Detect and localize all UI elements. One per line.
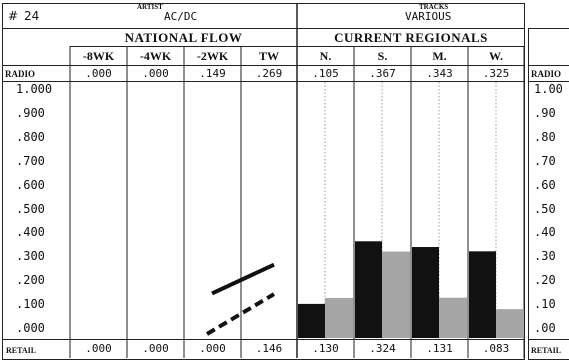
header-divider [2,28,524,29]
radio-flow-line [211,262,275,296]
y-tick-label: .600 [16,177,45,192]
col-header-midwest: M. [432,49,447,63]
col-header-north: N. [319,49,332,63]
adjacent-colheader-divider [528,65,569,66]
retail-bar-midwest [439,297,467,338]
radio-value-8wk: .000 [85,67,112,80]
adjacent-y-tick-label: .90 [534,105,556,120]
y-tick-label: .300 [16,249,45,264]
radio-value-midwest: .343 [426,67,453,80]
y-tick-label: .900 [16,105,45,120]
retail-value-8wk: .000 [85,342,112,355]
y-tick-label: .700 [16,153,45,168]
adjacent-y-tick-label: .20 [534,273,556,288]
radio-bar-west [469,251,496,338]
adjacent-retail-label: RETAIL [531,346,562,355]
radio-bar-south [355,241,382,338]
adjacent-y-tick-label: .70 [534,153,556,168]
adjacent-retail-divider [528,339,569,340]
hash-symbol: # [8,9,19,23]
radio-value-tw: .269 [255,67,283,80]
adjacent-y-tick-label: .60 [534,177,556,192]
retail-value-2wk: .000 [199,342,226,355]
retail-flow-line [205,292,276,336]
radio-value-north: .105 [312,67,339,80]
radio-value-2wk: .149 [199,67,226,80]
y-tick-label: 1.000 [16,82,53,96]
col-header-west: W. [489,49,503,63]
radio-value-4wk: .000 [142,67,169,80]
y-tick-label: .000 [16,321,45,335]
retail-value-south: .324 [369,342,396,355]
adjacent-y-tick-label: .30 [534,249,556,264]
retail-bar-south [382,251,410,338]
y-tick-label: .800 [16,129,45,144]
col-header-south: S. [377,49,388,63]
radio-row-label: RADIO [5,69,36,79]
colheader-divider [2,65,524,66]
retail-row-divider [2,339,524,340]
y-tick-label: .100 [16,297,45,312]
col-header-8wk: -8WK [82,49,115,63]
adjacent-y-tick-label: .80 [534,129,556,144]
adjacent-chart-frame [528,28,569,360]
adjacent-radio-label: RADIO [531,69,562,79]
chart-number: 24 [24,9,40,23]
col-header-tw: TW [258,49,279,63]
artist-name: AC/DC [164,10,198,23]
retail-value-midwest: .131 [426,342,453,355]
retail-bar-north [325,297,353,338]
col-header-2wk: -2WK [196,49,229,63]
radio-bar-north [298,303,325,338]
current-regionals-title: CURRENT REGIONALS [334,30,488,45]
adjacent-y-tick-label: .50 [534,201,556,216]
adjacent-y-tick-label: .40 [534,225,556,240]
retail-value-west: .083 [482,342,510,355]
adjacent-y-tick-label: .00 [534,321,556,335]
y-tick-label: .400 [16,225,45,240]
radio-value-west: .325 [482,67,510,80]
col-header-4wk: -4WK [139,49,172,63]
retail-bar-west [496,309,524,338]
adjacent-y-tick-label: .10 [534,297,556,312]
retail-row-label: RETAIL [6,346,37,355]
y-tick-label: .500 [16,201,45,216]
y-tick-label: .200 [16,273,45,288]
national-flow-title: NATIONAL FLOW [124,30,243,45]
artist-label: ARTIST [137,3,163,11]
adjacent-y-tick-label: 1.00 [534,82,563,96]
retail-value-north: .130 [312,342,339,355]
tracks-label: TRACKS [419,3,449,11]
retail-value-4wk: .000 [142,342,169,355]
adjacent-radio-divider [528,81,569,82]
tracks-name: VARIOUS [405,10,452,23]
radio-value-south: .367 [369,67,396,80]
retail-value-tw: .146 [255,342,283,355]
radio-row-divider [2,81,524,82]
radio-bar-midwest [412,247,439,338]
